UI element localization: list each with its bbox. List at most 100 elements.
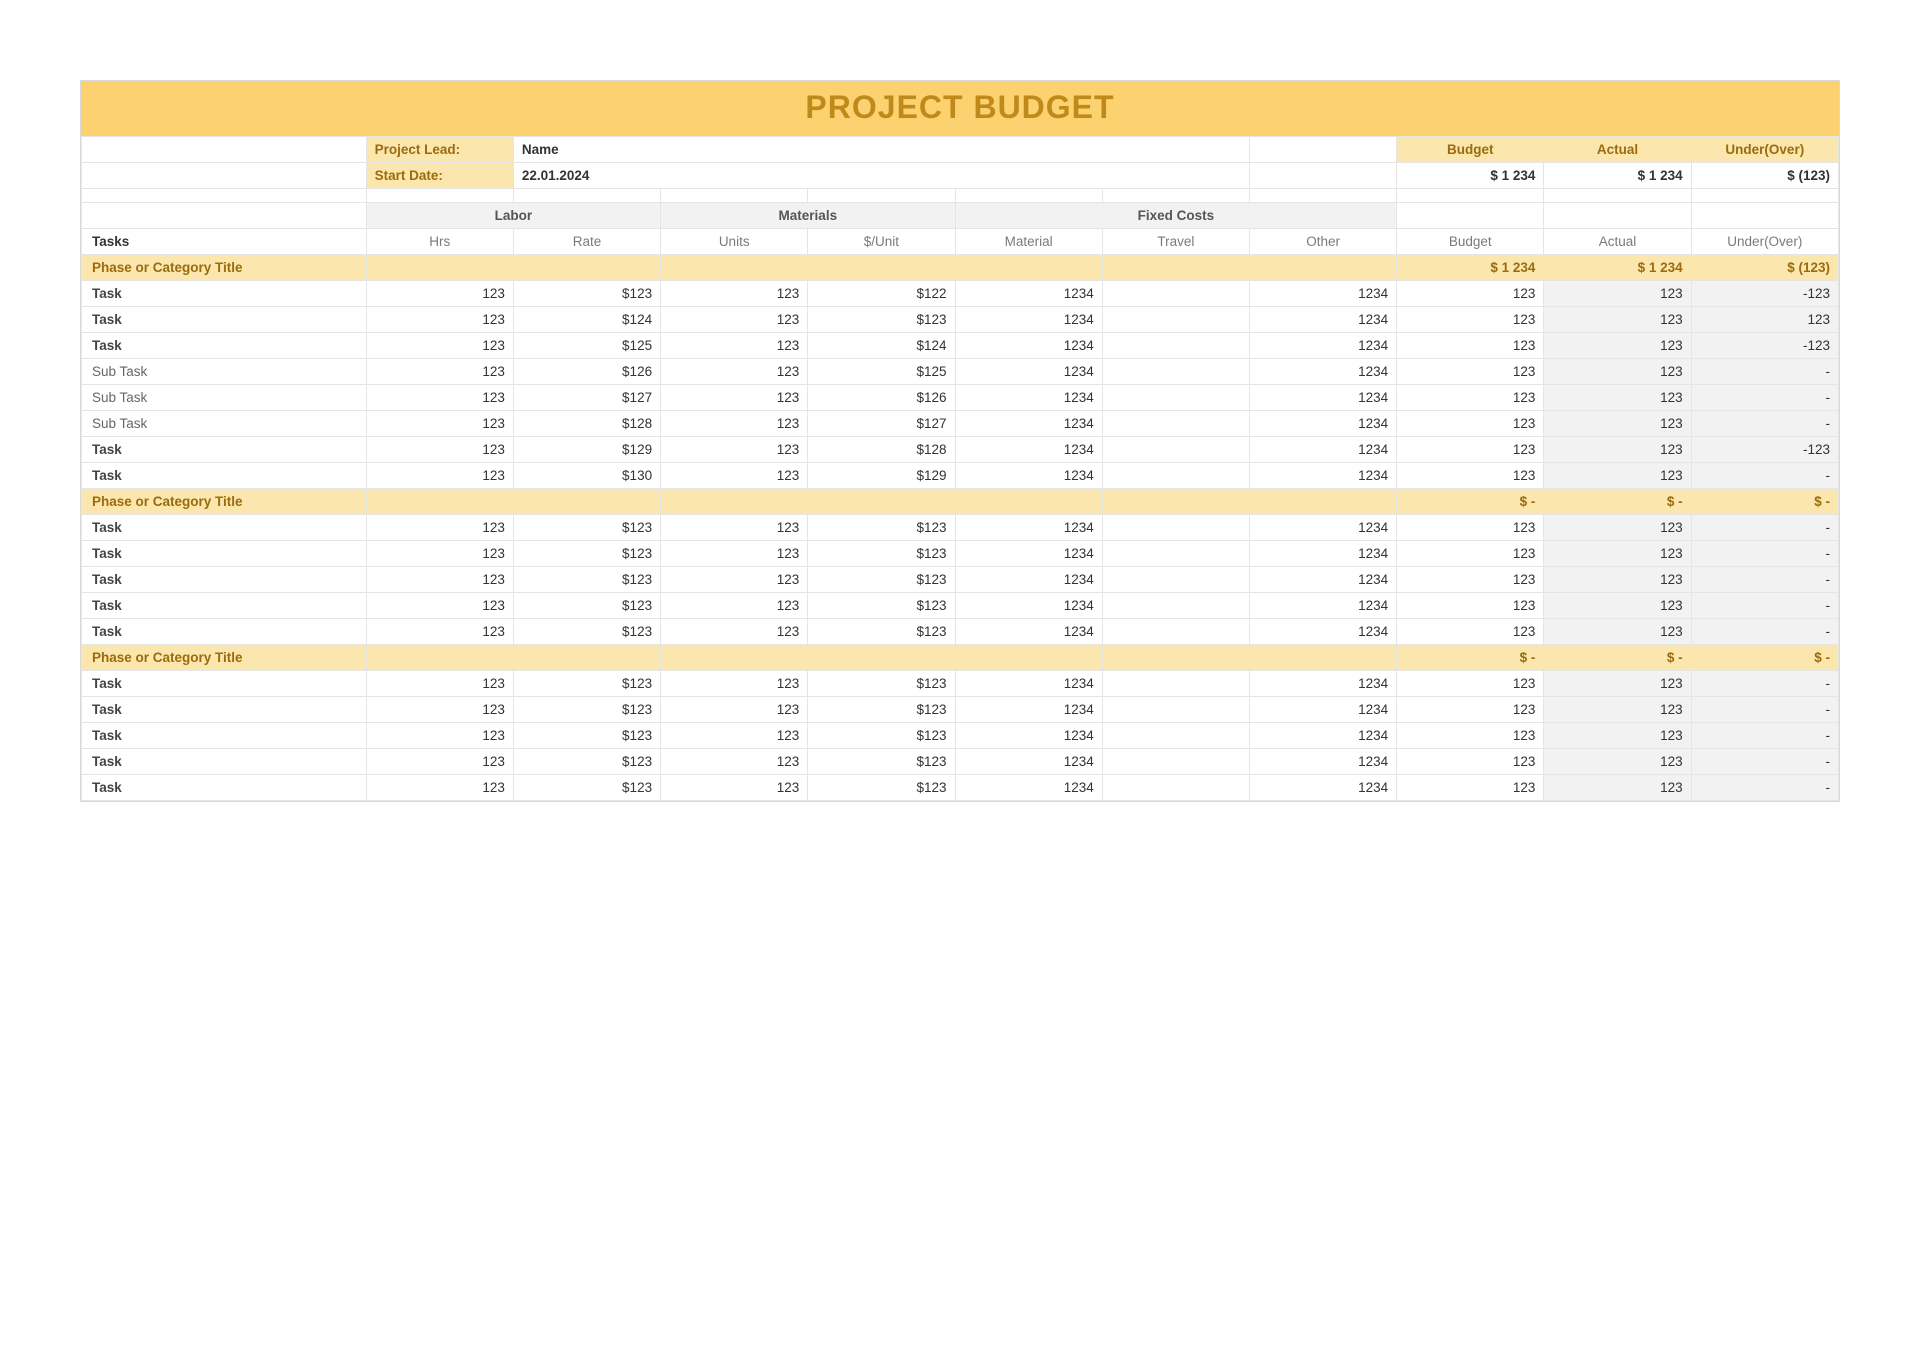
cell-per-unit[interactable]: $123 bbox=[808, 749, 955, 775]
cell-travel[interactable] bbox=[1102, 723, 1249, 749]
cell-material[interactable]: 1234 bbox=[955, 359, 1102, 385]
cell-per-unit[interactable]: $123 bbox=[808, 775, 955, 801]
cell-other[interactable]: 1234 bbox=[1249, 697, 1396, 723]
cell-units[interactable]: 123 bbox=[661, 671, 808, 697]
cell-travel[interactable] bbox=[1102, 541, 1249, 567]
cell-material[interactable]: 1234 bbox=[955, 385, 1102, 411]
cell-travel[interactable] bbox=[1102, 671, 1249, 697]
cell-actual[interactable]: 123 bbox=[1544, 541, 1691, 567]
cell-rate[interactable]: $124 bbox=[513, 307, 660, 333]
cell-per-unit[interactable]: $123 bbox=[808, 619, 955, 645]
task-name-cell[interactable]: Sub Task bbox=[82, 385, 367, 411]
cell-per-unit[interactable]: $123 bbox=[808, 671, 955, 697]
project-lead-value[interactable]: Name bbox=[513, 137, 1249, 163]
cell-units[interactable]: 123 bbox=[661, 437, 808, 463]
cell-material[interactable]: 1234 bbox=[955, 333, 1102, 359]
cell-hrs[interactable]: 123 bbox=[366, 281, 513, 307]
task-name-cell[interactable]: Task bbox=[82, 281, 367, 307]
cell-other[interactable]: 1234 bbox=[1249, 333, 1396, 359]
cell-hrs[interactable]: 123 bbox=[366, 463, 513, 489]
cell-actual[interactable]: 123 bbox=[1544, 593, 1691, 619]
cell-per-unit[interactable]: $122 bbox=[808, 281, 955, 307]
cell-units[interactable]: 123 bbox=[661, 593, 808, 619]
cell-units[interactable]: 123 bbox=[661, 567, 808, 593]
cell-per-unit[interactable]: $123 bbox=[808, 515, 955, 541]
cell-actual[interactable]: 123 bbox=[1544, 307, 1691, 333]
cell-rate[interactable]: $125 bbox=[513, 333, 660, 359]
cell-units[interactable]: 123 bbox=[661, 281, 808, 307]
cell-material[interactable]: 1234 bbox=[955, 515, 1102, 541]
task-name-cell[interactable]: Task bbox=[82, 515, 367, 541]
task-name-cell[interactable]: Sub Task bbox=[82, 411, 367, 437]
cell-actual[interactable]: 123 bbox=[1544, 437, 1691, 463]
cell-per-unit[interactable]: $125 bbox=[808, 359, 955, 385]
cell-units[interactable]: 123 bbox=[661, 775, 808, 801]
cell-hrs[interactable]: 123 bbox=[366, 671, 513, 697]
cell-material[interactable]: 1234 bbox=[955, 411, 1102, 437]
cell-actual[interactable]: 123 bbox=[1544, 333, 1691, 359]
cell-units[interactable]: 123 bbox=[661, 333, 808, 359]
cell-actual[interactable]: 123 bbox=[1544, 515, 1691, 541]
task-name-cell[interactable]: Task bbox=[82, 619, 367, 645]
task-name-cell[interactable]: Task bbox=[82, 671, 367, 697]
task-name-cell[interactable]: Task bbox=[82, 333, 367, 359]
cell-other[interactable]: 1234 bbox=[1249, 359, 1396, 385]
cell-travel[interactable] bbox=[1102, 619, 1249, 645]
cell-material[interactable]: 1234 bbox=[955, 593, 1102, 619]
cell-travel[interactable] bbox=[1102, 307, 1249, 333]
cell-other[interactable]: 1234 bbox=[1249, 619, 1396, 645]
cell-other[interactable]: 1234 bbox=[1249, 307, 1396, 333]
cell-travel[interactable] bbox=[1102, 775, 1249, 801]
cell-units[interactable]: 123 bbox=[661, 723, 808, 749]
task-name-cell[interactable]: Task bbox=[82, 723, 367, 749]
cell-per-unit[interactable]: $123 bbox=[808, 567, 955, 593]
cell-material[interactable]: 1234 bbox=[955, 281, 1102, 307]
cell-travel[interactable] bbox=[1102, 567, 1249, 593]
cell-material[interactable]: 1234 bbox=[955, 307, 1102, 333]
cell-actual[interactable]: 123 bbox=[1544, 359, 1691, 385]
cell-hrs[interactable]: 123 bbox=[366, 775, 513, 801]
cell-units[interactable]: 123 bbox=[661, 697, 808, 723]
cell-per-unit[interactable]: $124 bbox=[808, 333, 955, 359]
cell-rate[interactable]: $126 bbox=[513, 359, 660, 385]
cell-rate[interactable]: $123 bbox=[513, 619, 660, 645]
cell-hrs[interactable]: 123 bbox=[366, 515, 513, 541]
cell-actual[interactable]: 123 bbox=[1544, 671, 1691, 697]
cell-other[interactable]: 1234 bbox=[1249, 385, 1396, 411]
cell-per-unit[interactable]: $123 bbox=[808, 593, 955, 619]
cell-per-unit[interactable]: $127 bbox=[808, 411, 955, 437]
cell-material[interactable]: 1234 bbox=[955, 437, 1102, 463]
cell-hrs[interactable]: 123 bbox=[366, 697, 513, 723]
cell-units[interactable]: 123 bbox=[661, 385, 808, 411]
cell-units[interactable]: 123 bbox=[661, 359, 808, 385]
cell-material[interactable]: 1234 bbox=[955, 749, 1102, 775]
cell-hrs[interactable]: 123 bbox=[366, 541, 513, 567]
cell-hrs[interactable]: 123 bbox=[366, 359, 513, 385]
cell-rate[interactable]: $123 bbox=[513, 723, 660, 749]
cell-travel[interactable] bbox=[1102, 281, 1249, 307]
cell-units[interactable]: 123 bbox=[661, 619, 808, 645]
cell-hrs[interactable]: 123 bbox=[366, 307, 513, 333]
cell-rate[interactable]: $123 bbox=[513, 567, 660, 593]
cell-material[interactable]: 1234 bbox=[955, 619, 1102, 645]
cell-units[interactable]: 123 bbox=[661, 541, 808, 567]
cell-hrs[interactable]: 123 bbox=[366, 385, 513, 411]
cell-hrs[interactable]: 123 bbox=[366, 723, 513, 749]
cell-material[interactable]: 1234 bbox=[955, 541, 1102, 567]
cell-material[interactable]: 1234 bbox=[955, 723, 1102, 749]
cell-rate[interactable]: $123 bbox=[513, 515, 660, 541]
cell-travel[interactable] bbox=[1102, 411, 1249, 437]
cell-actual[interactable]: 123 bbox=[1544, 463, 1691, 489]
cell-actual[interactable]: 123 bbox=[1544, 281, 1691, 307]
cell-travel[interactable] bbox=[1102, 697, 1249, 723]
task-name-cell[interactable]: Task bbox=[82, 463, 367, 489]
cell-actual[interactable]: 123 bbox=[1544, 749, 1691, 775]
task-name-cell[interactable]: Task bbox=[82, 749, 367, 775]
task-name-cell[interactable]: Task bbox=[82, 541, 367, 567]
cell-actual[interactable]: 123 bbox=[1544, 567, 1691, 593]
cell-per-unit[interactable]: $123 bbox=[808, 723, 955, 749]
cell-other[interactable]: 1234 bbox=[1249, 593, 1396, 619]
cell-hrs[interactable]: 123 bbox=[366, 593, 513, 619]
cell-other[interactable]: 1234 bbox=[1249, 515, 1396, 541]
cell-actual[interactable]: 123 bbox=[1544, 775, 1691, 801]
